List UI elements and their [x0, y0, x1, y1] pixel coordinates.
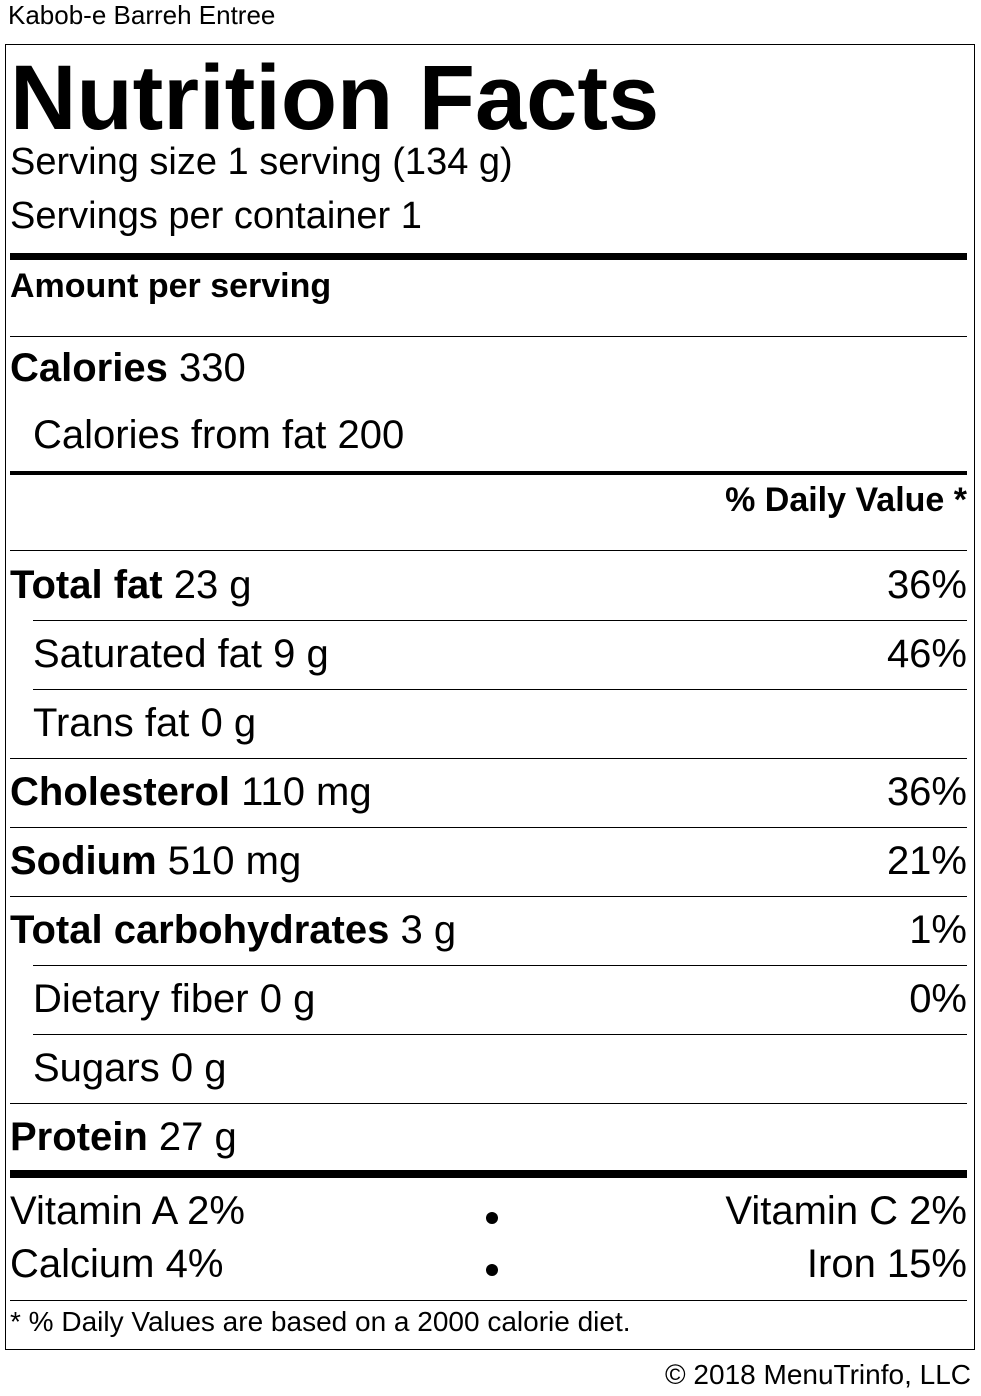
calories-from-fat-row: Calories from fat 200 — [33, 401, 967, 470]
servings-per-container: Servings per container 1 — [10, 195, 422, 237]
calories-value: 330 — [178, 346, 246, 390]
nutrient-daily-value: 36% — [886, 770, 967, 814]
nutrient-amount: 110 mg — [241, 770, 372, 814]
calories-from-fat: Calories from fat 200 — [33, 413, 405, 457]
divider — [10, 550, 967, 551]
nutrition-label-box — [5, 44, 975, 1350]
divider — [33, 1034, 967, 1035]
nutrition-facts-heading: Nutrition Facts — [10, 47, 660, 149]
divider — [10, 336, 967, 337]
nutrient-label: Total carbohydrates — [10, 908, 390, 952]
divider — [33, 620, 967, 621]
nutrient-row: Protein 27 g — [10, 1103, 967, 1172]
nutrient-amount: 23 g — [173, 563, 252, 607]
vitamin-c: Vitamin C 2% — [725, 1189, 967, 1233]
nutrient-row: Total fat 23 g 36% — [10, 551, 967, 620]
vitamin-a: Vitamin A 2% — [10, 1189, 245, 1233]
divider — [10, 827, 967, 828]
daily-value-footnote: * % Daily Values are based on a 2000 cal… — [10, 1306, 631, 1337]
divider — [10, 758, 967, 759]
nutrient-amount: 0 g — [200, 701, 257, 745]
nutrient-label: Sodium — [10, 839, 157, 883]
nutrient-row: Dietary fiber 0 g 0% — [33, 965, 967, 1034]
thick-divider — [10, 253, 967, 260]
bullet-icon — [486, 1212, 498, 1224]
item-name: Kabob-e Barreh Entree — [8, 0, 276, 30]
nutrient-label: Sugars — [33, 1046, 160, 1090]
nutrient-amount: 9 g — [273, 632, 329, 676]
daily-value-header: % Daily Value * — [725, 481, 967, 519]
nutrient-row: Saturated fat 9 g 46% — [33, 620, 967, 689]
thick-divider — [10, 1170, 967, 1178]
copyright: © 2018 MenuTrinfo, LLC — [665, 1359, 971, 1390]
nutrient-row: Sodium 510 mg 21% — [10, 827, 967, 896]
nutrient-label: Protein — [10, 1115, 148, 1159]
divider — [33, 965, 967, 966]
nutrient-daily-value: 1% — [909, 908, 967, 952]
amount-per-serving: Amount per serving — [10, 267, 332, 305]
divider — [10, 896, 967, 897]
iron: Iron 15% — [806, 1242, 967, 1286]
calories-label: Calories — [10, 346, 168, 390]
nutrient-amount: 0 g — [170, 1046, 227, 1090]
divider — [10, 1103, 967, 1104]
nutrient-label: Cholesterol — [10, 770, 231, 814]
nutrient-row: Sugars 0 g — [33, 1034, 967, 1103]
nutrient-row: Cholesterol 110 mg 36% — [10, 758, 967, 827]
nutrient-daily-value: 36% — [886, 563, 967, 607]
nutrient-label: Total fat — [10, 563, 163, 607]
medium-divider — [10, 471, 967, 475]
nutrient-amount: 27 g — [158, 1115, 237, 1159]
nutrient-amount: 510 mg — [167, 839, 302, 883]
nutrient-amount: 0 g — [259, 977, 316, 1021]
nutrient-daily-value: 0% — [909, 977, 967, 1021]
nutrient-label: Dietary fiber — [33, 977, 249, 1021]
nutrient-row: Trans fat 0 g — [33, 689, 967, 758]
nutrient-label: Trans fat — [33, 701, 190, 745]
calories-row: Calories 330 — [10, 334, 967, 403]
divider — [10, 1300, 967, 1301]
nutrient-daily-value: 21% — [886, 839, 967, 883]
nutrient-row: Total carbohydrates 3 g 1% — [10, 896, 967, 965]
nutrient-daily-value: 46% — [886, 632, 967, 676]
divider — [33, 689, 967, 690]
calcium: Calcium 4% — [10, 1242, 224, 1286]
bullet-icon — [486, 1264, 498, 1276]
nutrient-amount: 3 g — [400, 908, 457, 952]
nutrient-label: Saturated fat — [33, 632, 263, 676]
serving-size: Serving size 1 serving (134 g) — [10, 141, 513, 183]
